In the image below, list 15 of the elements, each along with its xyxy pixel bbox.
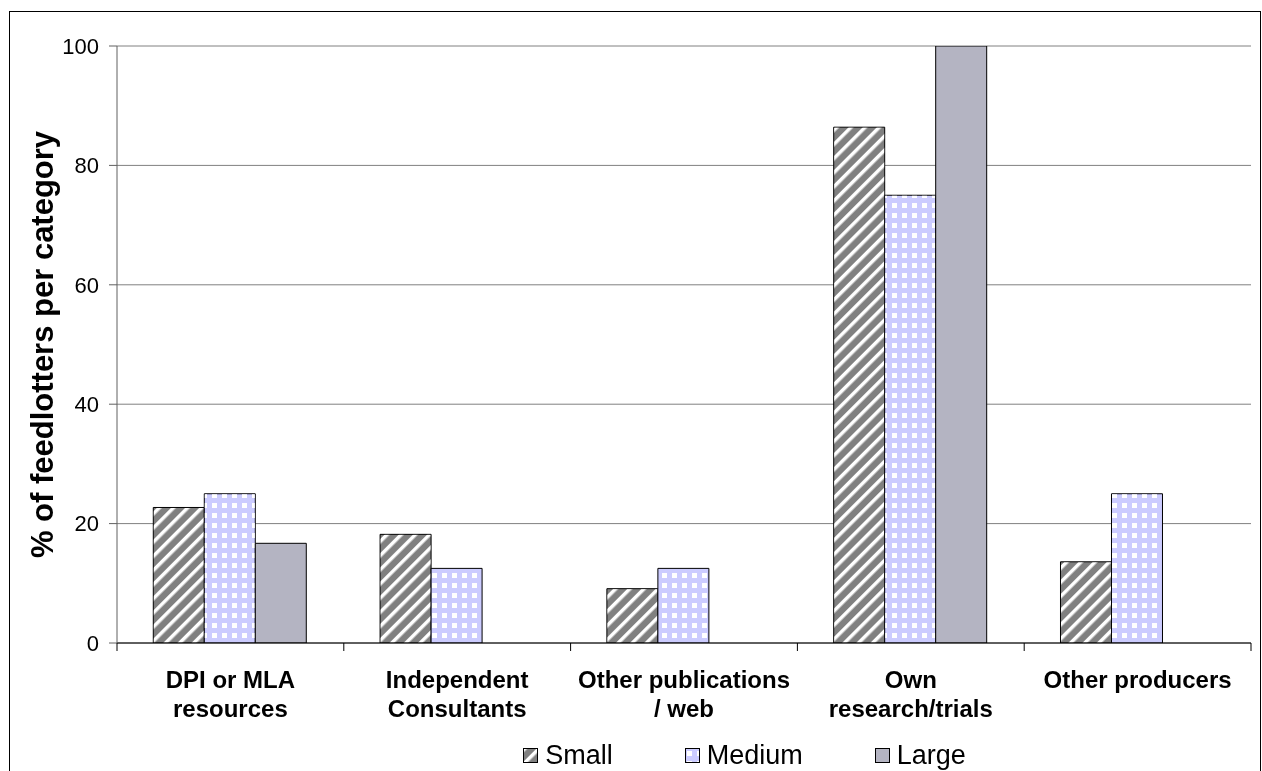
legend-label: Small: [545, 739, 613, 771]
y-axis-title: % of feedlotters per category: [24, 130, 60, 559]
x-tick-label: Other producers: [1043, 666, 1232, 693]
x-tick-label: Own research/trials: [828, 666, 993, 722]
y-tick-label: 20: [74, 511, 99, 537]
y-tick-label: 100: [62, 33, 99, 59]
y-tick-label: 80: [74, 153, 99, 179]
x-tick-label: Independent Consultants: [385, 666, 529, 722]
y-tick-label: 60: [74, 272, 99, 298]
legend-label: Medium: [706, 739, 803, 771]
x-tick-label: DPI or MLA resources: [165, 666, 296, 722]
y-tick-label: 40: [74, 392, 99, 418]
legend-label: Large: [896, 739, 966, 771]
y-tick-label: 0: [86, 630, 99, 656]
x-tick-label: Other publications / web: [577, 666, 791, 722]
